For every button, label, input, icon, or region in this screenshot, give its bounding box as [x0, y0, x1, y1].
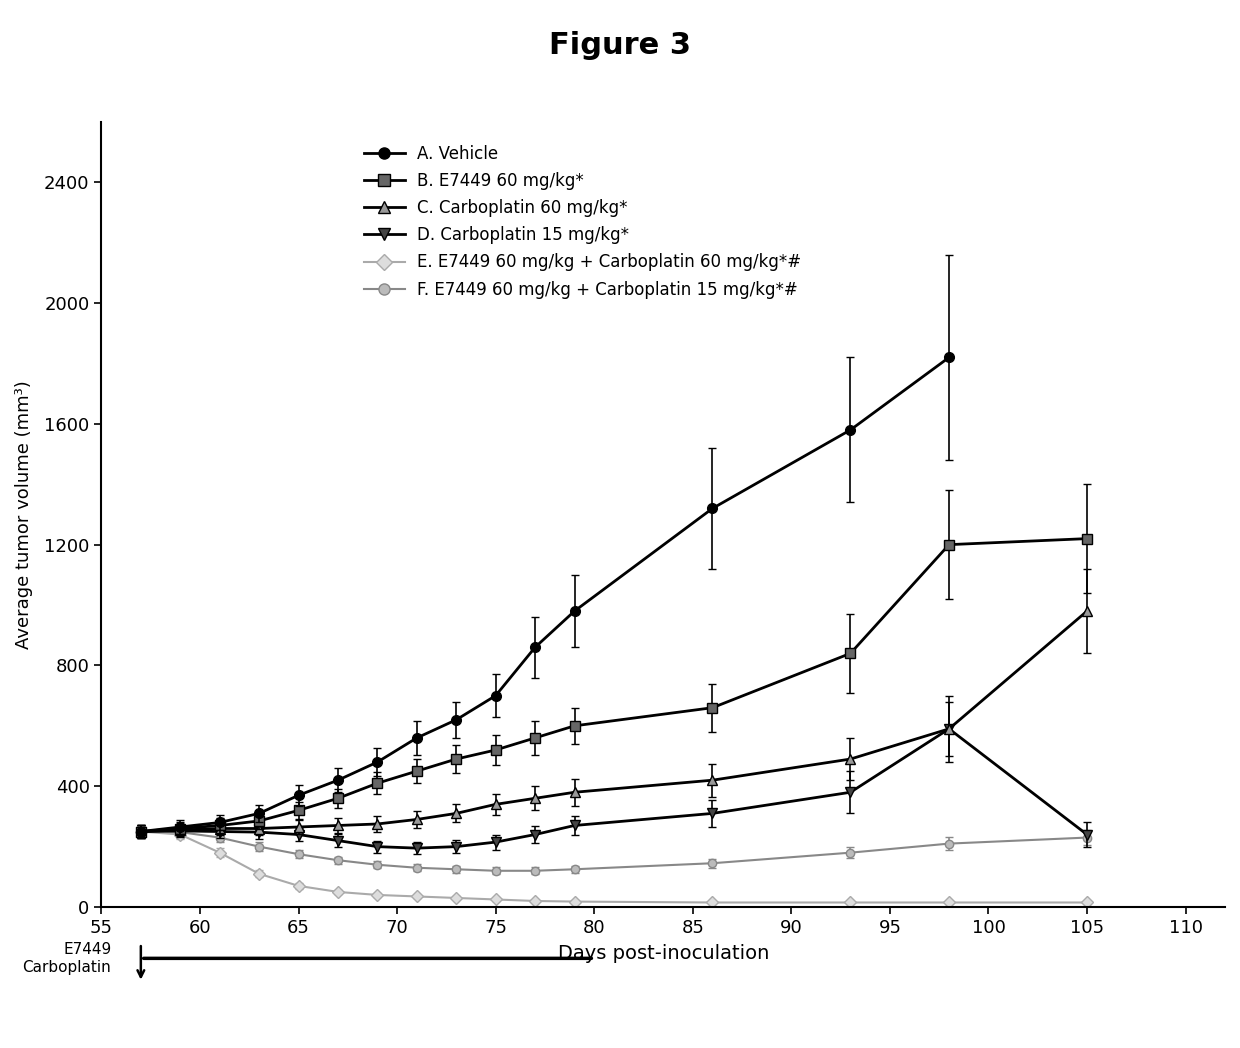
- Y-axis label: Average tumor volume (mm³): Average tumor volume (mm³): [15, 380, 33, 649]
- Legend: A. Vehicle, B. E7449 60 mg/kg*, C. Carboplatin 60 mg/kg*, D. Carboplatin 15 mg/k: A. Vehicle, B. E7449 60 mg/kg*, C. Carbo…: [357, 138, 807, 305]
- X-axis label: Days post-inoculation: Days post-inoculation: [558, 944, 769, 963]
- Text: Carboplatin: Carboplatin: [22, 960, 112, 975]
- Text: E7449: E7449: [63, 942, 112, 957]
- Text: Figure 3: Figure 3: [549, 31, 691, 61]
